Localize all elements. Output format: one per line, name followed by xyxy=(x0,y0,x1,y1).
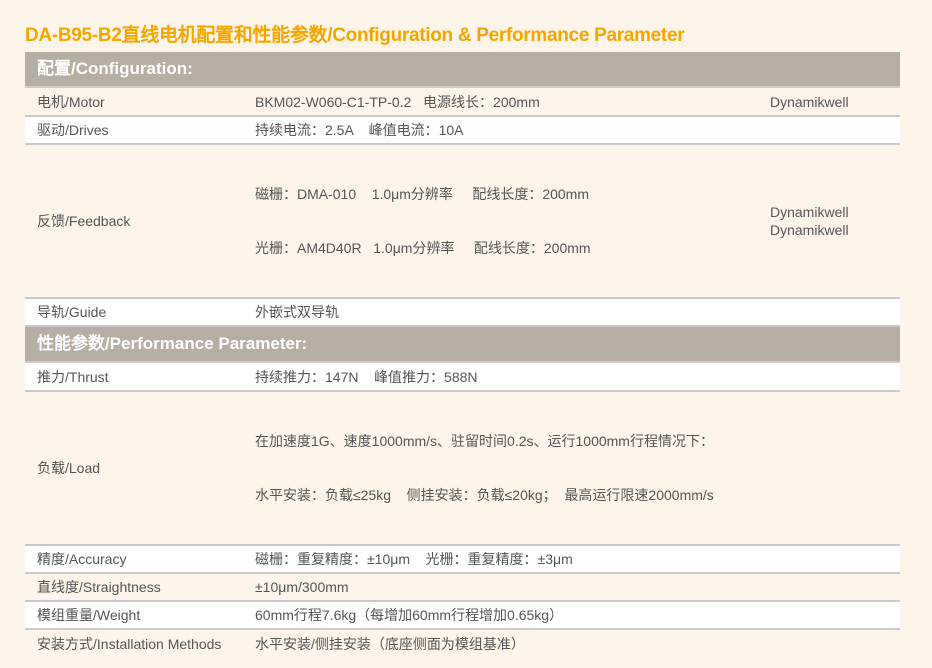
configuration-header: 配置/Configuration: xyxy=(25,52,900,88)
brand-line: Dynamikwell xyxy=(770,222,849,238)
table-row-accuracy: 精度/Accuracy 磁栅：重复精度：±10μm 光栅：重复精度：±3μm xyxy=(25,546,900,574)
row-value: 磁栅：DMA-010 1.0μm分辨率 配线长度：200mm 光栅：AM4D40… xyxy=(255,149,770,293)
value-line: 磁栅：DMA-010 1.0μm分辨率 配线长度：200mm xyxy=(255,186,590,202)
brand-line: Dynamikwell xyxy=(770,204,849,220)
row-label: 负载/Load xyxy=(37,460,101,476)
table-row-feedback: 反馈/Feedback 磁栅：DMA-010 1.0μm分辨率 配线长度：200… xyxy=(25,145,900,299)
row-label: 直线度/Straightness xyxy=(37,579,161,595)
table-row-drives: 驱动/Drives 持续电流：2.5A 峰值电流：10A xyxy=(25,117,900,145)
value-line: 在加速度1G、速度1000mm/s、驻留时间0.2s、运行1000mm行程情况下… xyxy=(255,433,714,449)
row-value: 60mm行程7.6kg（每增加60mm行程增加0.65kg） xyxy=(255,607,564,623)
row-value: 持续推力：147N 峰值推力：588N xyxy=(255,368,478,385)
row-value: 外嵌式双导轨 xyxy=(255,304,339,320)
row-label: 驱动/Drives xyxy=(37,122,109,138)
table-row-guide: 导轨/Guide 外嵌式双导轨 xyxy=(25,299,900,327)
row-label: 推力/Thrust xyxy=(37,368,109,385)
table-row-load: 负载/Load 在加速度1G、速度1000mm/s、驻留时间0.2s、运行100… xyxy=(25,392,900,546)
table-row-weight: 模组重量/Weight 60mm行程7.6kg（每增加60mm行程增加0.65k… xyxy=(25,602,900,630)
table-row-thrust: 推力/Thrust 持续推力：147N 峰值推力：588N xyxy=(25,363,900,392)
row-label: 安装方式/Installation Methods xyxy=(37,636,222,652)
row-value: BKM02-W060-C1-TP-0.2 电源线长：200mm xyxy=(255,93,540,110)
row-label: 反馈/Feedback xyxy=(37,213,131,229)
row-brand: Dynamikwell Dynamikwell xyxy=(770,203,900,239)
row-label: 电机/Motor xyxy=(37,93,105,110)
row-value: 磁栅：重复精度：±10μm 光栅：重复精度：±3μm xyxy=(255,551,573,567)
table-row-straightness: 直线度/Straightness ±10μm/300mm xyxy=(25,574,900,602)
row-value: 持续电流：2.5A 峰值电流：10A xyxy=(255,122,464,138)
row-value: ±10μm/300mm xyxy=(255,579,349,595)
row-value: 在加速度1G、速度1000mm/s、驻留时间0.2s、运行1000mm行程情况下… xyxy=(255,396,900,540)
page-title: DA-B95-B2直线电机配置和性能参数/Configuration & Per… xyxy=(25,25,685,46)
row-label: 模组重量/Weight xyxy=(37,607,141,623)
row-brand: Dynamikwell xyxy=(770,93,849,110)
value-line: 水平安装：负载≤25kg 侧挂安装：负载≤20kg； 最高运行限速2000mm/… xyxy=(255,487,714,503)
row-value: 水平安装/侧挂安装（底座侧面为模组基准） xyxy=(255,636,525,652)
row-label: 精度/Accuracy xyxy=(37,551,127,567)
value-line: 光栅：AM4D40R 1.0μm分辨率 配线长度：200mm xyxy=(255,240,591,256)
spec-table: 配置/Configuration: 电机/Motor BKM02-W060-C1… xyxy=(25,52,900,658)
row-label: 导轨/Guide xyxy=(37,304,107,320)
performance-header: 性能参数/Performance Parameter: xyxy=(25,327,900,363)
table-row-motor: 电机/Motor BKM02-W060-C1-TP-0.2 电源线长：200mm… xyxy=(25,88,900,117)
table-row-installation: 安装方式/Installation Methods 水平安装/侧挂安装（底座侧面… xyxy=(25,630,900,658)
